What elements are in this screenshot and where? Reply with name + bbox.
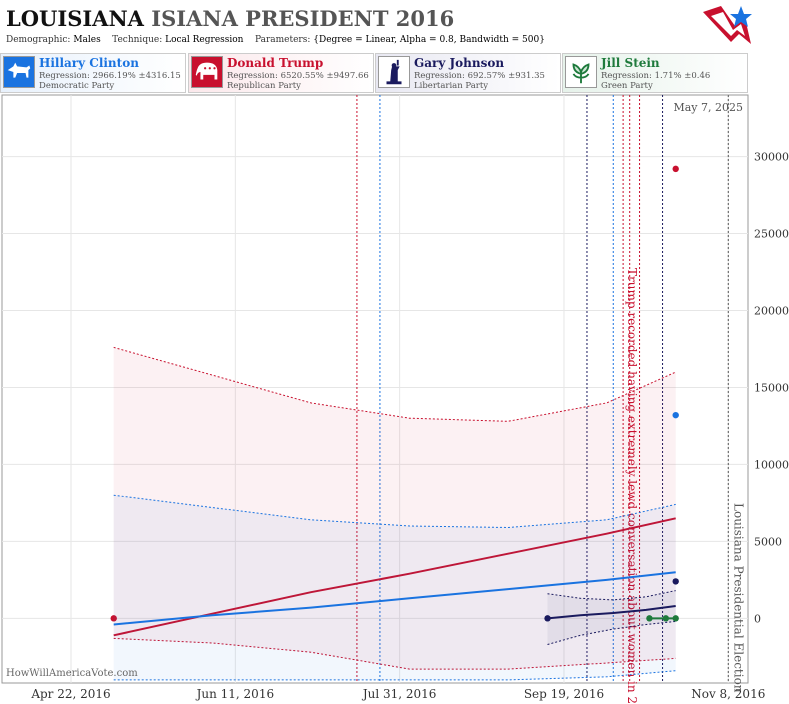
statue-of-liberty-icon <box>378 56 410 88</box>
x-tick-label: Sep 19, 2016 <box>524 687 604 701</box>
candidate-card-stein[interactable]: Jill Stein Regression: 1.71% ±0.46 Green… <box>562 53 748 93</box>
data-point <box>672 615 679 622</box>
y-tick-label: 10000 <box>754 458 789 471</box>
candidate-name: Jill Stein <box>601 56 660 70</box>
lower-bound-line <box>113 637 676 670</box>
parameters-line: Demographic: Males Technique: Local Regr… <box>6 35 545 45</box>
x-tick-label: Apr 22, 2016 <box>30 687 110 701</box>
candidate-regression: Regression: 1.71% ±0.46 <box>601 71 711 81</box>
candidate-name: Hillary Clinton <box>39 56 139 70</box>
confidence-band <box>547 590 676 645</box>
elephant-icon <box>191 56 223 88</box>
demographic-label: Demographic: <box>6 35 71 45</box>
candidate-regression: Regression: 2966.19% ±4316.15 <box>39 71 181 81</box>
confidence-band <box>113 347 676 670</box>
x-tick-label: Nov 8, 2016 <box>691 687 765 701</box>
candidate-party: Democratic Party <box>39 81 115 91</box>
demographic-value: Males <box>73 35 101 45</box>
upper-bound-line <box>547 590 676 601</box>
candidate-party: Libertarian Party <box>414 81 489 91</box>
date-label: May 7, 2025 <box>673 101 743 114</box>
lower-bound-line <box>113 670 676 681</box>
data-point <box>672 411 679 419</box>
candidate-party: Republican Party <box>227 81 301 91</box>
y-tick-label: 5000 <box>754 535 782 548</box>
upper-bound-line <box>113 494 676 529</box>
candidate-party: Green Party <box>601 81 653 91</box>
data-point <box>110 615 117 622</box>
y-tick-label: 20000 <box>754 304 789 317</box>
state-name: LOUISIANA <box>6 6 144 31</box>
page-title: LOUISIANA ISIANA PRESIDENT 2016 <box>6 6 454 31</box>
y-tick-label: 25000 <box>754 228 789 241</box>
candidate-card-trump[interactable]: Donald Trump Regression: 6520.55% ±9497.… <box>188 53 374 93</box>
x-tick-label: Jul 31, 2016 <box>361 687 437 701</box>
confidence-band <box>113 495 676 680</box>
y-tick-label: 30000 <box>754 151 789 164</box>
annotation-label: Louisiana Presidential Election <box>731 503 745 693</box>
upper-bound-line <box>113 346 676 422</box>
parameters-value: {Degree = Linear, Alpha = 0.8, Bandwidth… <box>313 35 545 45</box>
data-point <box>672 165 679 173</box>
data-point <box>672 578 679 585</box>
candidate-card-clinton[interactable]: Hillary Clinton Regression: 2966.19% ±43… <box>0 53 186 93</box>
race-subtitle: ISIANA PRESIDENT 2016 <box>151 6 455 31</box>
parameters-label: Parameters: <box>254 35 311 45</box>
series-line <box>547 605 676 620</box>
x-tick-label: Jun 11, 2016 <box>195 687 275 701</box>
candidate-name: Gary Johnson <box>414 56 505 70</box>
data-point <box>544 615 551 622</box>
candidate-card-johnson[interactable]: Gary Johnson Regression: 692.57% ±931.35… <box>375 53 561 93</box>
plot-area <box>1 94 749 684</box>
technique-value: Local Regression <box>165 35 244 45</box>
series-line <box>113 571 676 626</box>
candidate-regression: Regression: 692.57% ±931.35 <box>414 71 545 81</box>
technique-label: Technique: <box>112 35 163 45</box>
y-tick-label: 15000 <box>754 381 789 394</box>
series-line <box>113 517 676 637</box>
y-tick-label: 0 <box>754 612 761 625</box>
candidate-legend: Hillary Clinton Regression: 2966.19% ±43… <box>0 53 789 93</box>
donkey-icon <box>3 56 35 88</box>
watermark: HowWillAmericaVote.com <box>6 668 138 679</box>
candidate-regression: Regression: 6520.55% ±9497.66 <box>227 71 369 81</box>
candidate-name: Donald Trump <box>227 56 324 70</box>
annotation-label: Trump recorded having extremely lewd con… <box>625 268 639 704</box>
leaf-icon <box>565 56 597 88</box>
site-logo-icon[interactable] <box>701 4 753 48</box>
data-point <box>662 615 670 622</box>
data-point <box>646 615 653 622</box>
